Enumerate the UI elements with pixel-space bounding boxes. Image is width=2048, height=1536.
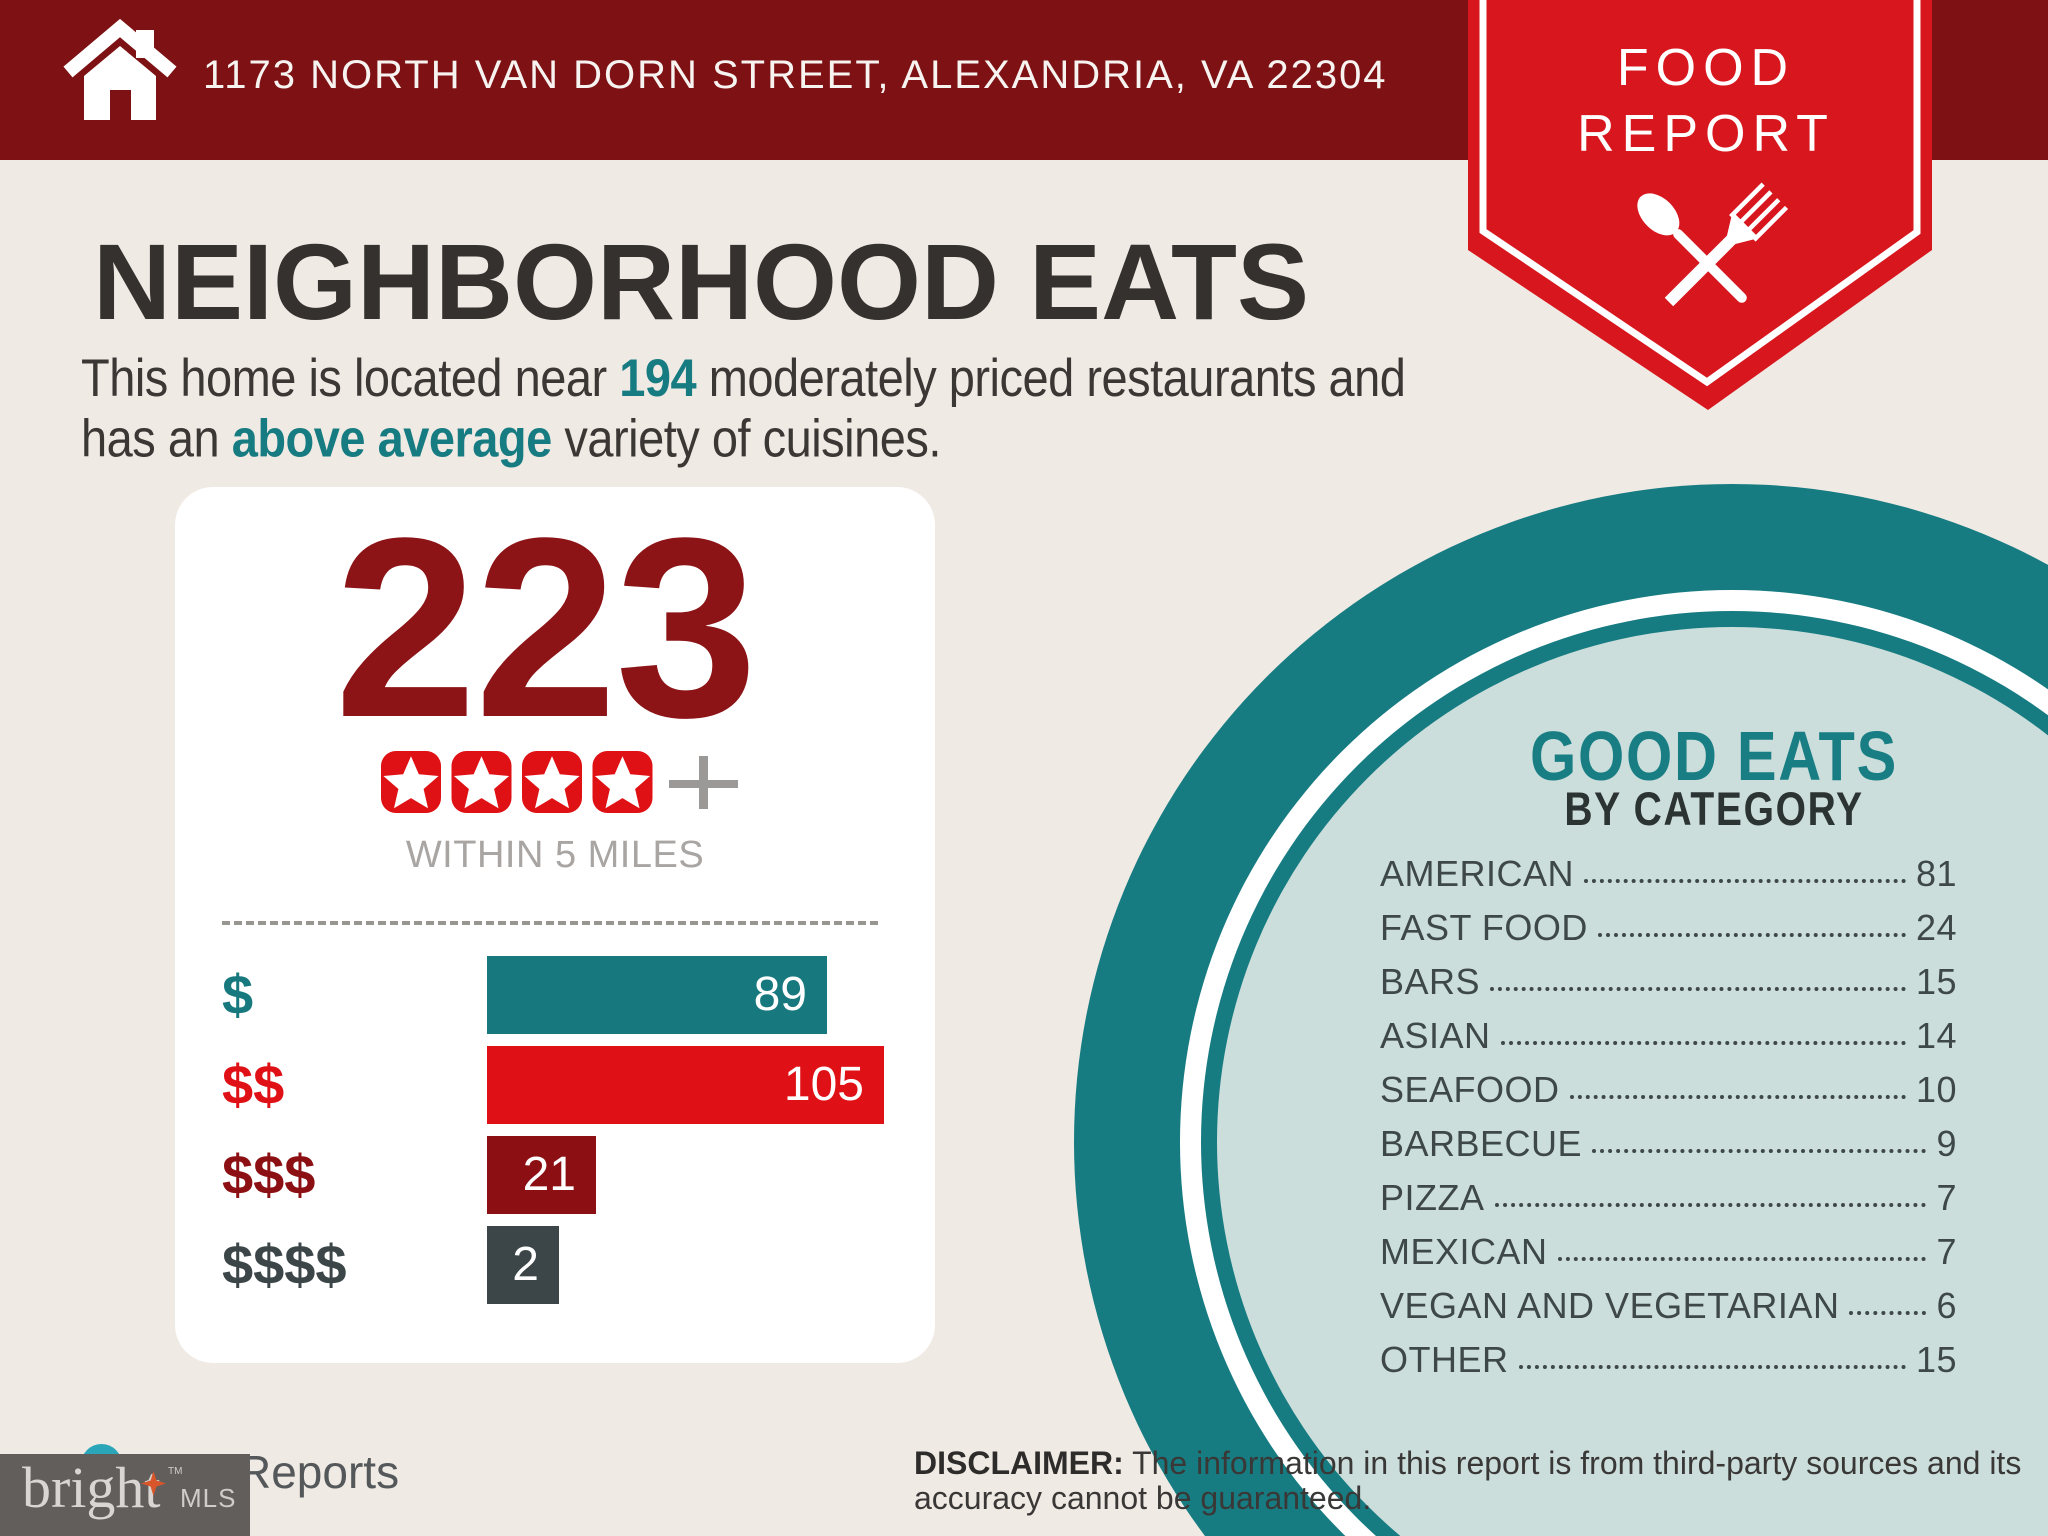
svg-text:REPORT: REPORT xyxy=(1577,105,1835,163)
svg-text:FOOD: FOOD xyxy=(1617,39,1795,97)
